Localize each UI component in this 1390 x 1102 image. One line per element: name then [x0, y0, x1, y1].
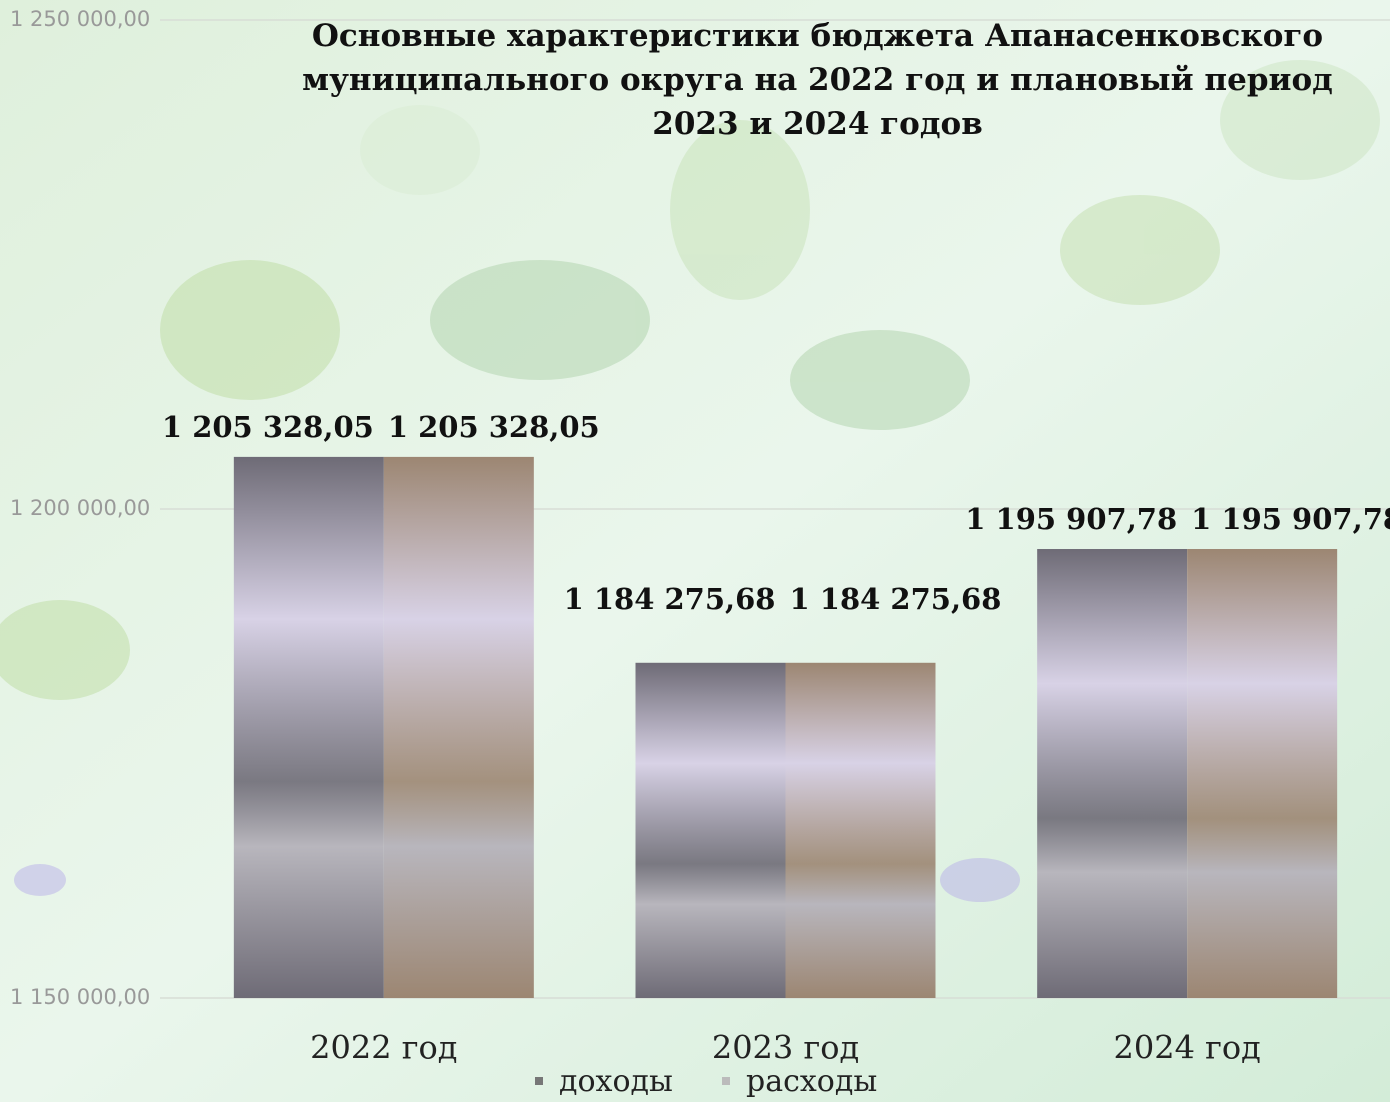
- legend-marker: [535, 1077, 543, 1085]
- legend-label: доходы: [559, 1064, 673, 1099]
- bar: [1187, 549, 1338, 998]
- y-tick-label: 1 250 000,00: [10, 7, 150, 31]
- legend-marker: [722, 1077, 730, 1085]
- bar: [383, 456, 534, 998]
- x-tick-label: 2023 год: [712, 1029, 859, 1067]
- x-tick-label: 2022 год: [310, 1029, 457, 1067]
- y-tick-label: 1 200 000,00: [10, 496, 150, 520]
- x-tick-label: 2024 год: [1113, 1029, 1260, 1067]
- value-label: 1 195 907,78: [965, 502, 1177, 536]
- bar: [785, 662, 936, 998]
- value-label: 1 205 328,05: [388, 410, 600, 444]
- y-tick-label: 1 150 000,00: [10, 985, 150, 1009]
- chart-title: Основные характеристики бюджета Апанасен…: [302, 18, 1333, 142]
- value-label: 1 184 275,68: [564, 582, 776, 616]
- bar: [233, 456, 384, 998]
- value-label: 1 195 907,78: [1191, 502, 1390, 536]
- legend-label: расходы: [746, 1064, 877, 1099]
- leaves: [0, 60, 1380, 902]
- bar: [1037, 549, 1188, 998]
- value-label: 1 184 275,68: [790, 582, 1002, 616]
- value-label: 1 205 328,05: [162, 410, 374, 444]
- bar: [635, 662, 786, 998]
